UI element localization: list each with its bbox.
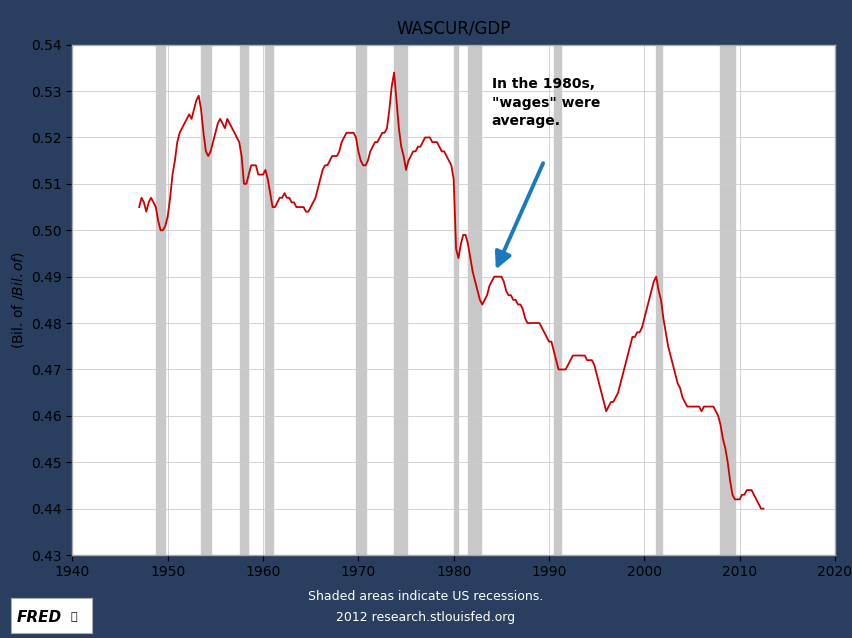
- Y-axis label: (Bil. of $/Bil. of $): (Bil. of $/Bil. of $): [9, 251, 26, 349]
- Bar: [453, 45, 458, 555]
- Bar: [656, 45, 662, 555]
- Bar: [468, 45, 481, 555]
- Bar: [240, 45, 248, 555]
- Bar: [201, 45, 210, 555]
- Text: In the 1980s,
"wages" were
average.: In the 1980s, "wages" were average.: [492, 77, 600, 128]
- Bar: [156, 45, 165, 555]
- Text: FRED: FRED: [17, 609, 62, 625]
- Title: WASCUR/GDP: WASCUR/GDP: [396, 20, 511, 38]
- Bar: [394, 45, 406, 555]
- Bar: [720, 45, 735, 555]
- Text: Shaded areas indicate US recessions.: Shaded areas indicate US recessions.: [308, 590, 544, 603]
- Text: 📈: 📈: [71, 612, 78, 622]
- Bar: [554, 45, 561, 555]
- Bar: [356, 45, 366, 555]
- Text: 2012 research.stlouisfed.org: 2012 research.stlouisfed.org: [337, 611, 515, 624]
- Bar: [266, 45, 273, 555]
